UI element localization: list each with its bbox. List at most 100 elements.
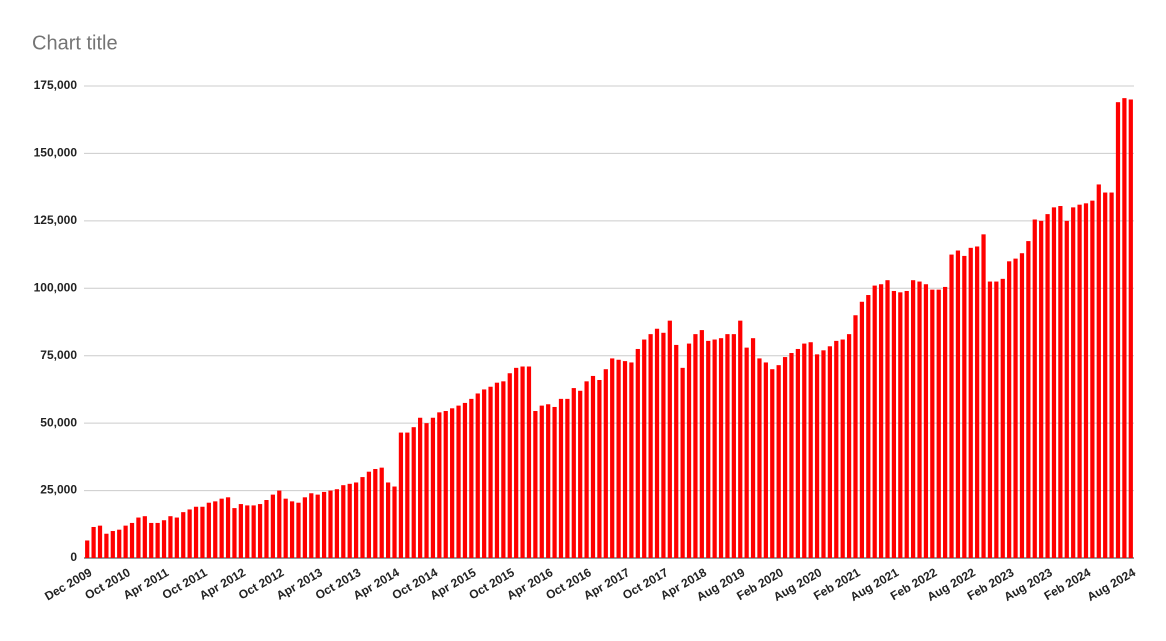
bar [603,369,608,558]
bar [321,491,327,558]
bar [1051,207,1057,558]
bar [981,234,986,559]
bar [789,353,794,558]
bar [264,500,269,558]
bar [334,489,340,558]
bar [309,493,314,558]
bar [149,522,154,558]
y-tick-label: 0 [70,550,77,564]
bar [731,334,736,558]
bar [674,344,679,558]
bar [238,504,243,558]
bar [834,340,839,558]
bar [1109,192,1114,558]
bar [296,502,301,558]
bar [878,284,884,558]
bar [181,512,186,558]
bar [750,338,756,558]
bar [1077,204,1082,558]
bar [1128,99,1133,558]
bar [1000,278,1005,558]
bar [578,390,583,558]
bar [962,255,967,559]
bar [1103,192,1108,558]
bar [661,332,666,558]
bar [814,354,820,558]
bar [565,398,570,558]
y-tick-label: 100,000 [34,280,78,294]
bar [213,501,218,558]
bar [341,485,346,558]
bar [1096,184,1101,558]
bar [590,375,596,558]
bar [558,398,564,558]
bar [174,517,179,558]
bar [853,315,858,558]
bar [462,402,468,558]
bar [1090,200,1095,558]
bar [763,362,768,558]
bar [1058,206,1063,558]
bar [642,339,647,558]
bar [539,405,544,558]
bar [782,357,788,558]
bar [251,505,256,558]
bar [840,339,845,558]
bar [718,338,724,558]
bar [917,281,922,558]
bar [392,486,397,558]
bar [770,369,775,558]
bar [353,482,359,558]
bar [866,295,871,558]
bar [430,417,436,558]
y-tick-label: 50,000 [40,415,77,429]
bar [1064,220,1069,558]
bar [187,509,192,558]
y-tick-label: 25,000 [40,483,77,497]
chart-title: Chart title [32,32,118,54]
bar [219,498,224,558]
bar [795,348,800,558]
bar [123,525,128,558]
bar [456,405,461,558]
bar [225,497,231,558]
bar [936,289,941,558]
bar [129,522,135,558]
bar [386,482,391,558]
bar [270,494,275,558]
bar [872,285,877,558]
bar [584,381,589,558]
bar [968,247,973,559]
bar [142,516,147,558]
bar [161,520,167,558]
bar [277,490,282,558]
bar [526,366,532,558]
bar [193,506,199,558]
bar [437,412,442,558]
bar [501,381,506,558]
bar [366,471,372,558]
bar [808,342,813,558]
bar [302,497,307,558]
bar [629,362,634,558]
bar [654,328,660,558]
bar [622,361,628,558]
bar [904,290,909,558]
bar [546,404,551,558]
bar [283,498,288,558]
bar [885,280,890,558]
bar [168,516,173,558]
bar [827,346,832,558]
bar [1115,102,1121,558]
bar [776,365,781,558]
bar [911,280,916,558]
bar [610,358,615,558]
bar [360,477,365,558]
bar [725,334,730,558]
bar [923,284,929,558]
bar [482,389,487,558]
bar [245,505,250,558]
bar [955,250,961,559]
bar [571,388,576,558]
